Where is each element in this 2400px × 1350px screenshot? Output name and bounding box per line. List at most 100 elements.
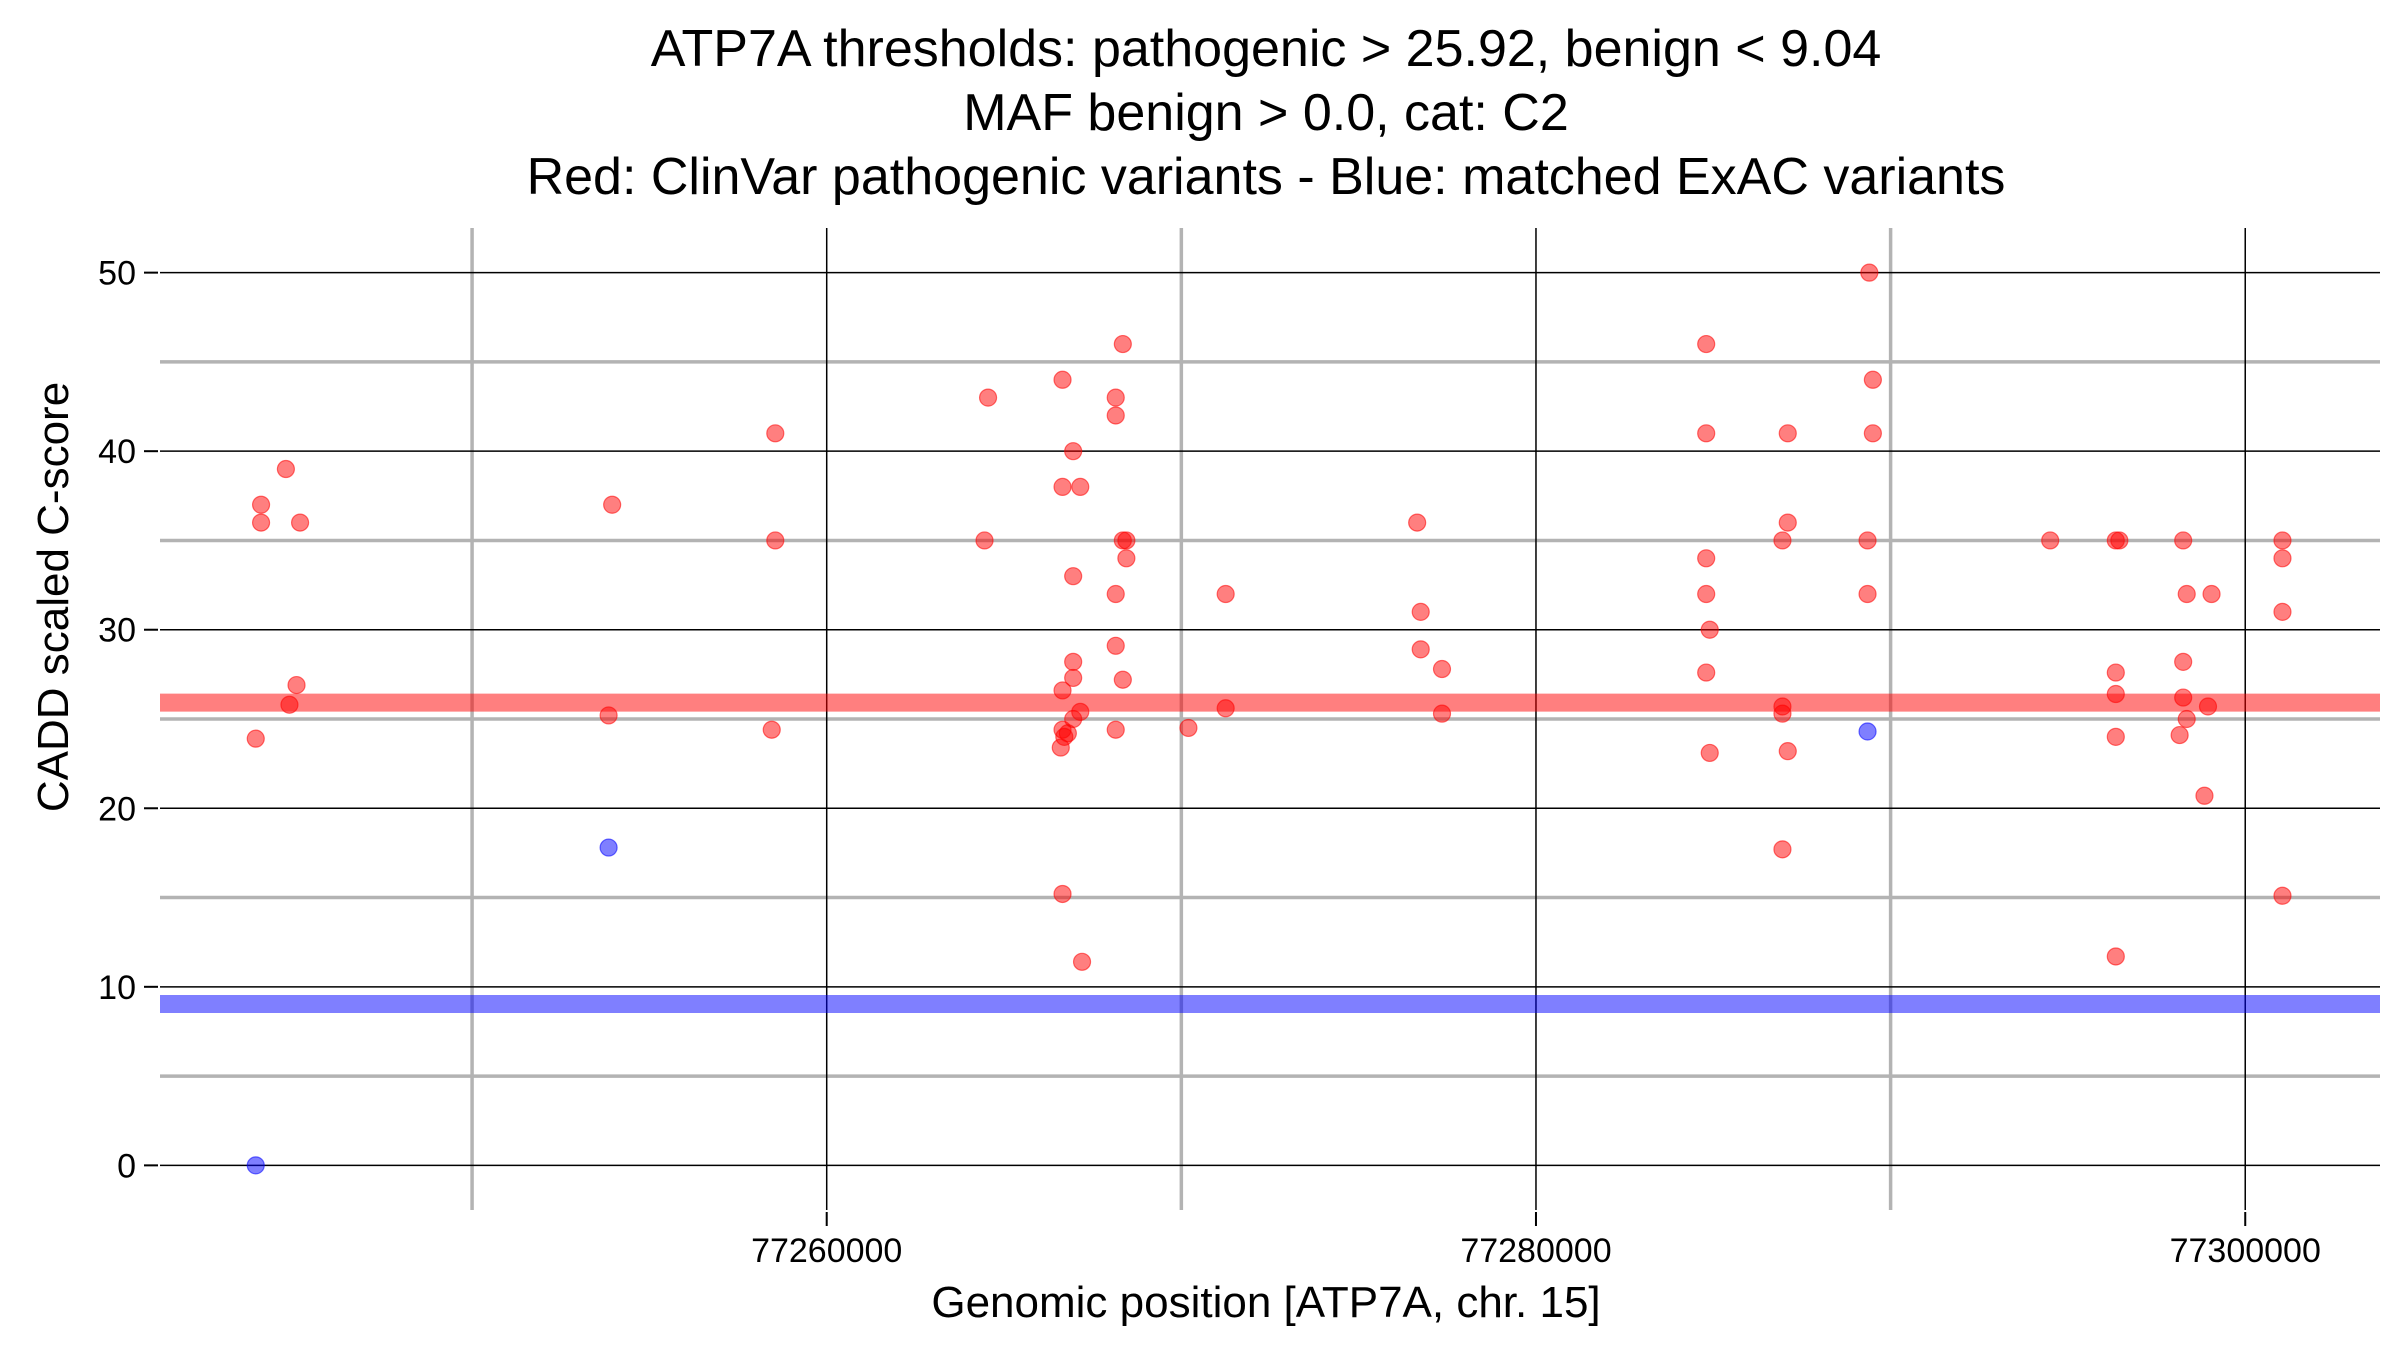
pathogenic-point — [1411, 640, 1430, 659]
pathogenic-point — [1216, 699, 1235, 718]
pathogenic-point — [1113, 334, 1132, 354]
pathogenic-point — [1700, 743, 1719, 763]
pathogenic-point — [762, 720, 781, 739]
pathogenic-point — [1064, 567, 1083, 586]
pathogenic-point — [1773, 704, 1792, 723]
pathogenic-point — [1432, 704, 1452, 723]
benign-point — [246, 1156, 265, 1175]
pathogenic-point — [2273, 602, 2292, 621]
minor-gridlines — [160, 228, 2380, 1210]
pathogenic-point — [2195, 786, 2214, 805]
pathogenic-point — [1858, 531, 1877, 550]
chart-title-line-3: Red: ClinVar pathogenic variants - Blue:… — [527, 148, 2006, 206]
pathogenic-point — [2174, 652, 2193, 671]
pathogenic-point — [1773, 531, 1792, 550]
pathogenic-point — [2198, 697, 2218, 716]
chart-title-line-1: ATP7A thresholds: pathogenic > 25.92, be… — [651, 20, 1882, 78]
pathogenic-point — [2273, 549, 2292, 568]
chart-title: ATP7A thresholds: pathogenic > 25.92, be… — [527, 20, 2006, 206]
pathogenic-point — [246, 729, 265, 748]
pathogenic-point — [1778, 742, 1797, 761]
pathogenic-point — [1697, 334, 1716, 354]
pathogenic-point — [1064, 442, 1083, 461]
pathogenic-point — [2106, 663, 2125, 682]
pathogenic-point — [1773, 840, 1792, 859]
pathogenic-point — [251, 513, 271, 532]
pathogenic-point — [603, 495, 622, 514]
pathogenic-point — [1179, 718, 1198, 738]
pathogenic-point — [1053, 884, 1072, 904]
pathogenic-point — [1432, 659, 1452, 679]
pathogenic-point — [1778, 424, 1797, 443]
major-gridlines — [160, 228, 2380, 1210]
pathogenic-point — [1863, 370, 1882, 389]
pathogenic-point — [1053, 681, 1072, 700]
pathogenic-point — [1106, 636, 1125, 655]
pathogenic-point — [2202, 584, 2221, 604]
benign-point — [599, 838, 618, 857]
pathogenic-point — [1064, 652, 1083, 671]
x-tick-label: 77280000 — [1460, 1232, 1611, 1270]
pathogenic-point — [290, 513, 310, 532]
pathogenic-point — [1106, 388, 1125, 407]
y-tick-label: 20 — [98, 790, 136, 828]
pathogenic-point — [1053, 370, 1072, 389]
pathogenic-point — [2106, 684, 2125, 704]
pathogenic-point — [1216, 584, 1235, 604]
pathogenic-point — [1778, 513, 1797, 532]
pathogenic-point — [2041, 531, 2060, 550]
y-tick-label: 50 — [98, 255, 136, 293]
pathogenic-point — [1408, 513, 1427, 532]
y-tick-label: 30 — [98, 612, 136, 650]
pathogenic-point — [2177, 709, 2196, 729]
pathogenic-point — [1863, 424, 1882, 443]
pathogenic-point — [1411, 602, 1430, 621]
pathogenic-point — [276, 459, 295, 479]
y-axis-title: CADD scaled C-score — [29, 382, 78, 812]
x-axis: 77260000 77280000 77300000 — [751, 1212, 2321, 1270]
y-tick-label: 10 — [98, 969, 136, 1007]
pathogenic-point — [280, 695, 299, 714]
chart-title-line-2: MAF benign > 0.0, cat: C2 — [963, 84, 1569, 142]
pathogenic-point — [599, 706, 618, 725]
y-axis: 0 10 20 30 40 50 — [98, 255, 158, 1185]
pathogenic-point — [766, 531, 785, 550]
pathogenic-point — [1700, 620, 1719, 639]
pathogenic-point — [2106, 947, 2125, 966]
x-axis-title: Genomic position [ATP7A, chr. 15] — [931, 1278, 1600, 1327]
pathogenic-point — [1697, 584, 1716, 604]
pathogenic-point — [2106, 727, 2125, 746]
pathogenic-point — [1053, 477, 1072, 496]
y-tick-label: 0 — [117, 1147, 136, 1185]
pathogenic-point — [1106, 720, 1125, 739]
pathogenic-point — [2174, 688, 2193, 707]
pathogenic-point — [2177, 584, 2196, 604]
pathogenic-point — [1858, 584, 1877, 604]
pathogenic-point — [1697, 549, 1716, 568]
y-tick-label: 40 — [98, 433, 136, 471]
data-points — [246, 263, 2292, 1175]
pathogenic-point — [251, 495, 271, 514]
x-tick-label: 77260000 — [751, 1232, 902, 1270]
pathogenic-point — [1860, 263, 1879, 282]
pathogenic-point — [2273, 531, 2292, 550]
pathogenic-point — [1113, 670, 1132, 689]
pathogenic-point — [766, 424, 785, 443]
pathogenic-point — [1051, 738, 1070, 757]
x-tick-label: 77300000 — [2170, 1232, 2321, 1270]
pathogenic-point — [1106, 406, 1125, 425]
pathogenic-point — [2174, 531, 2193, 550]
pathogenic-point — [2273, 886, 2292, 905]
pathogenic-point — [1117, 549, 1136, 568]
pathogenic-point — [1071, 477, 1090, 496]
pathogenic-point — [2170, 725, 2189, 745]
pathogenic-point — [1117, 531, 1136, 550]
benign-point — [1858, 722, 1877, 741]
pathogenic-point — [2110, 531, 2129, 550]
pathogenic-point — [978, 388, 998, 407]
pathogenic-point — [1072, 952, 1092, 971]
pathogenic-point — [1106, 584, 1125, 604]
pathogenic-point — [287, 675, 306, 695]
pathogenic-point — [1697, 424, 1716, 443]
